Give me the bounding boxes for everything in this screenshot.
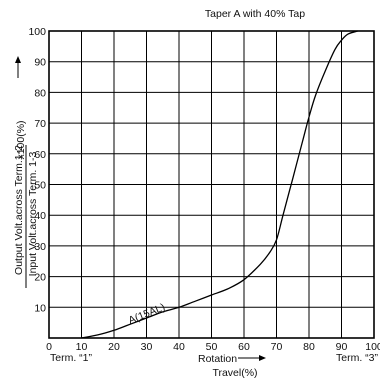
y-axis-label-suffix: x100(%) bbox=[15, 120, 27, 159]
x-tick-label: 40 bbox=[173, 341, 185, 353]
x-tick-label: 50 bbox=[206, 341, 218, 353]
x-tick-label: 100 bbox=[365, 341, 380, 353]
y-tick-label: 10 bbox=[34, 302, 46, 314]
y-tick-label: 90 bbox=[34, 57, 46, 69]
y-tick-labels: 10 20 30 40 50 60 70 80 90 100 bbox=[28, 26, 46, 314]
y-tick-label: 50 bbox=[34, 180, 46, 192]
y-axis-label-numerator: Output Volt.across Term.1-2 bbox=[13, 145, 25, 275]
x-tick-label: 60 bbox=[238, 341, 250, 353]
x-axis-label-main: Rotation bbox=[198, 353, 237, 365]
x-tick-labels: 0 10 20 30 40 50 60 70 80 90 100 bbox=[46, 341, 380, 353]
y-tick-label: 30 bbox=[34, 241, 46, 253]
y-tick-label: 80 bbox=[34, 87, 46, 99]
y-axis-label-denominator: Input Volt.across Term. 1-3 bbox=[27, 151, 39, 276]
y-tick-label: 40 bbox=[34, 210, 46, 222]
chart-title: Taper A with 40% Tap bbox=[205, 8, 305, 20]
x-tick-label: 80 bbox=[303, 341, 315, 353]
plot-frame bbox=[48, 30, 375, 339]
y-tick-label: 100 bbox=[28, 26, 46, 38]
x-tick-label: 10 bbox=[76, 341, 88, 353]
y-tick-label: 60 bbox=[34, 149, 46, 161]
y-tick-label: 70 bbox=[34, 118, 46, 130]
y-axis-label: x100(%) Output Volt.across Term.1-2 Inpu… bbox=[13, 56, 39, 288]
y-axis-arrow bbox=[15, 56, 21, 78]
x-tick-label: 20 bbox=[108, 341, 120, 353]
series-line bbox=[81, 30, 358, 339]
x-tick-label: 70 bbox=[271, 341, 283, 353]
term-right-label: Term. “3” bbox=[336, 352, 379, 364]
term-left-label: Term. “1” bbox=[50, 352, 93, 364]
x-axis-label-sub: Travel(%) bbox=[212, 367, 257, 379]
grid bbox=[49, 31, 374, 338]
x-tick-label: 30 bbox=[141, 341, 153, 353]
x-tick-label: 90 bbox=[336, 341, 348, 353]
x-axis-arrow bbox=[238, 355, 266, 361]
x-tick-label: 0 bbox=[46, 341, 52, 353]
y-tick-label: 20 bbox=[34, 272, 46, 284]
